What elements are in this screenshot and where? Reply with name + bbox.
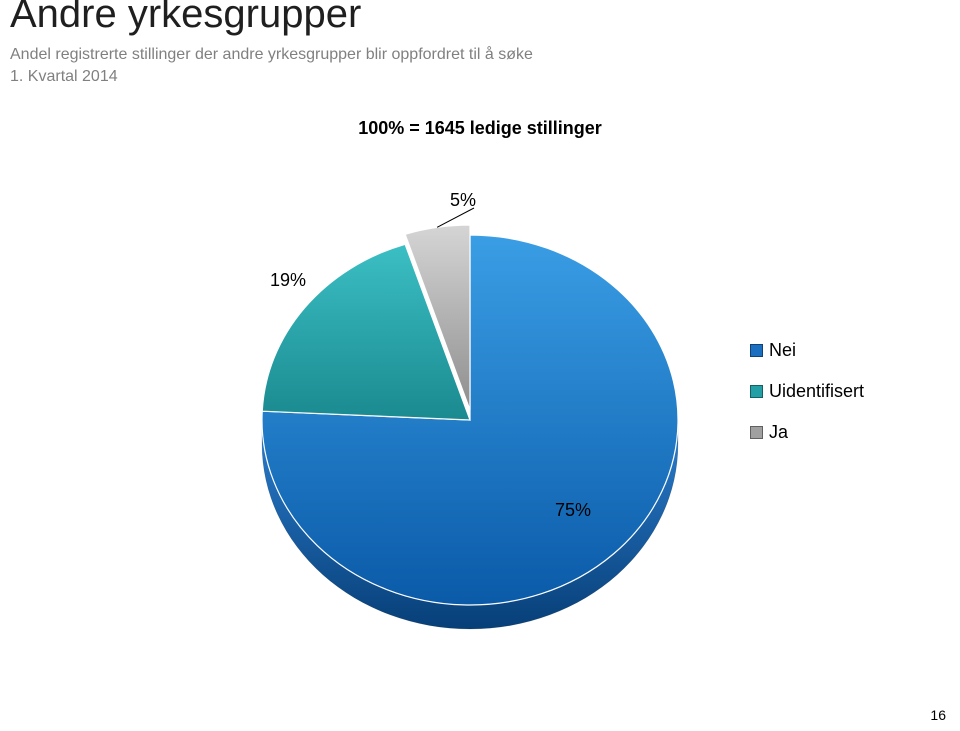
legend: Nei Uidentifisert Ja <box>750 340 864 463</box>
legend-swatch-uidentifisert <box>750 385 763 398</box>
legend-item-nei: Nei <box>750 340 864 361</box>
page-title: Andre yrkesgrupper <box>10 0 361 37</box>
legend-swatch-ja <box>750 426 763 439</box>
legend-item-uidentifisert: Uidentifisert <box>750 381 864 402</box>
pie-svg <box>210 160 750 680</box>
legend-label-uidentifisert: Uidentifisert <box>769 381 864 402</box>
subtitle-line-1: Andel registrerte stillinger der andre y… <box>10 46 533 63</box>
legend-label-ja: Ja <box>769 422 788 443</box>
legend-item-ja: Ja <box>750 422 864 443</box>
slice-label-nei: 75% <box>555 500 591 521</box>
page-number: 16 <box>930 707 946 723</box>
page-subtitle: Andel registrerte stillinger der andre y… <box>10 44 533 87</box>
chart-title: 100% = 1645 ledige stillinger <box>0 118 960 139</box>
legend-label-nei: Nei <box>769 340 796 361</box>
pie-chart: 5% 19% 75% <box>210 160 750 620</box>
slice-label-ja: 5% <box>450 190 476 211</box>
legend-swatch-nei <box>750 344 763 357</box>
subtitle-line-2: 1. Kvartal 2014 <box>10 68 118 85</box>
slice-label-uidentifisert: 19% <box>270 270 306 291</box>
